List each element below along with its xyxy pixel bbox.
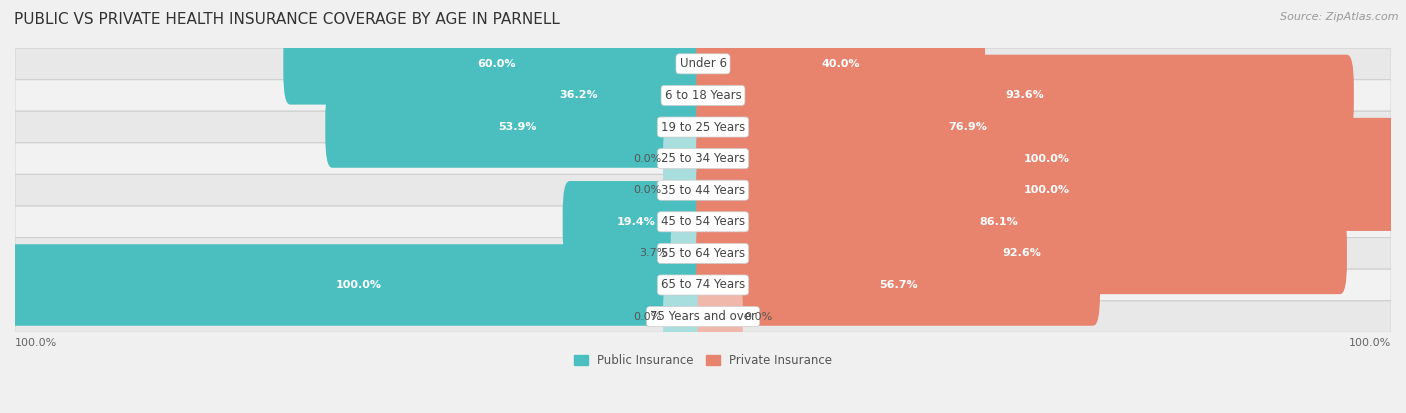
FancyBboxPatch shape [15, 206, 1391, 237]
Text: 45 to 54 Years: 45 to 54 Years [661, 215, 745, 228]
FancyBboxPatch shape [15, 143, 1391, 174]
FancyBboxPatch shape [15, 301, 1391, 332]
FancyBboxPatch shape [696, 150, 1398, 231]
FancyBboxPatch shape [15, 80, 1391, 111]
Text: 53.9%: 53.9% [498, 122, 537, 132]
Text: 100.0%: 100.0% [1024, 185, 1070, 195]
Text: 36.2%: 36.2% [560, 90, 598, 100]
FancyBboxPatch shape [664, 156, 709, 225]
Text: 0.0%: 0.0% [744, 311, 772, 322]
FancyBboxPatch shape [697, 282, 742, 351]
FancyBboxPatch shape [15, 48, 1391, 80]
FancyBboxPatch shape [284, 23, 710, 104]
FancyBboxPatch shape [696, 181, 1302, 263]
FancyBboxPatch shape [696, 118, 1398, 199]
FancyBboxPatch shape [8, 244, 710, 326]
Text: 55 to 64 Years: 55 to 64 Years [661, 247, 745, 260]
FancyBboxPatch shape [15, 237, 1391, 269]
Text: 93.6%: 93.6% [1005, 90, 1045, 100]
Text: 92.6%: 92.6% [1002, 248, 1040, 259]
Text: 40.0%: 40.0% [821, 59, 860, 69]
Text: 3.7%: 3.7% [638, 248, 668, 259]
FancyBboxPatch shape [15, 174, 1391, 206]
Text: 25 to 34 Years: 25 to 34 Years [661, 152, 745, 165]
Text: 100.0%: 100.0% [1024, 154, 1070, 164]
Text: 75 Years and over: 75 Years and over [650, 310, 756, 323]
Text: 100.0%: 100.0% [15, 338, 58, 348]
FancyBboxPatch shape [15, 111, 1391, 143]
Text: 100.0%: 100.0% [336, 280, 382, 290]
FancyBboxPatch shape [15, 269, 1391, 301]
Text: 0.0%: 0.0% [634, 311, 662, 322]
Text: 100.0%: 100.0% [1348, 338, 1391, 348]
Text: 65 to 74 Years: 65 to 74 Years [661, 278, 745, 292]
FancyBboxPatch shape [562, 181, 710, 263]
FancyBboxPatch shape [696, 213, 1347, 294]
FancyBboxPatch shape [447, 55, 710, 136]
Text: 76.9%: 76.9% [948, 122, 987, 132]
Text: Source: ZipAtlas.com: Source: ZipAtlas.com [1281, 12, 1399, 22]
Text: 19.4%: 19.4% [617, 217, 655, 227]
Text: 60.0%: 60.0% [478, 59, 516, 69]
Text: 0.0%: 0.0% [634, 154, 662, 164]
FancyBboxPatch shape [664, 282, 709, 351]
Text: PUBLIC VS PRIVATE HEALTH INSURANCE COVERAGE BY AGE IN PARNELL: PUBLIC VS PRIVATE HEALTH INSURANCE COVER… [14, 12, 560, 27]
FancyBboxPatch shape [696, 55, 1354, 136]
FancyBboxPatch shape [696, 23, 986, 104]
Text: 19 to 25 Years: 19 to 25 Years [661, 121, 745, 133]
Text: 6 to 18 Years: 6 to 18 Years [665, 89, 741, 102]
FancyBboxPatch shape [664, 124, 709, 193]
FancyBboxPatch shape [696, 86, 1239, 168]
FancyBboxPatch shape [325, 86, 710, 168]
Text: 0.0%: 0.0% [634, 185, 662, 195]
Text: 35 to 44 Years: 35 to 44 Years [661, 184, 745, 197]
FancyBboxPatch shape [696, 244, 1099, 326]
FancyBboxPatch shape [671, 213, 710, 294]
Text: 56.7%: 56.7% [879, 280, 917, 290]
Text: Under 6: Under 6 [679, 57, 727, 70]
Text: 86.1%: 86.1% [980, 217, 1018, 227]
Legend: Public Insurance, Private Insurance: Public Insurance, Private Insurance [569, 349, 837, 372]
